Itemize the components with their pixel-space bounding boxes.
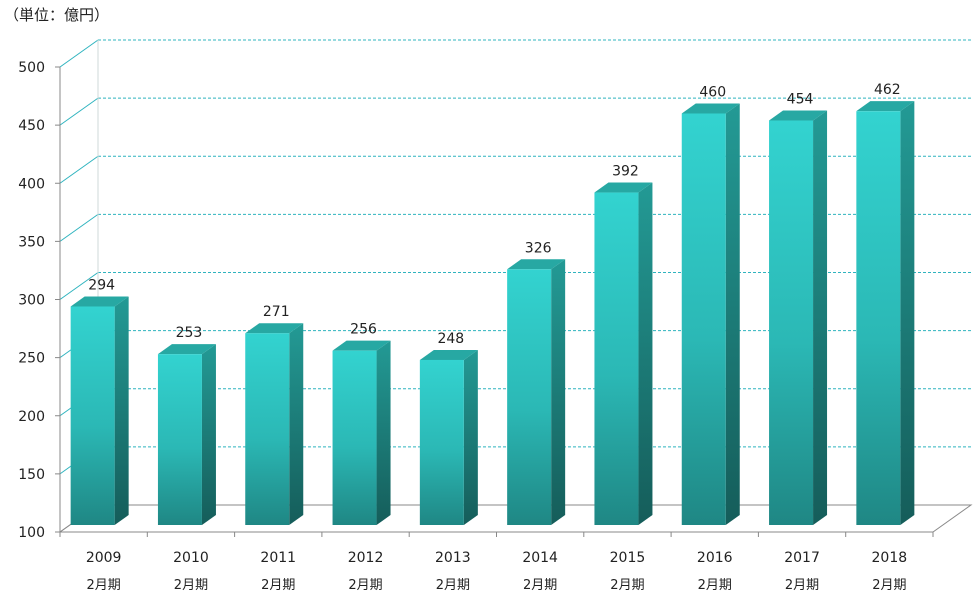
bar-front	[507, 269, 552, 525]
grid-diagonal	[59, 155, 99, 184]
bar	[70, 296, 129, 525]
bar-side	[376, 340, 391, 525]
x-tick-sublabel: 2月期	[436, 578, 470, 593]
bar	[332, 340, 391, 525]
x-tick-label: 2010	[173, 550, 209, 566]
y-tick-label: 150	[18, 467, 45, 483]
y-tick-label: 100	[18, 525, 45, 541]
x-tick-sublabel: 2月期	[174, 578, 208, 593]
y-tick-label: 200	[18, 409, 45, 425]
y-tick-label: 350	[18, 234, 45, 250]
y-tick-label: 300	[18, 293, 45, 309]
bar-side	[813, 110, 828, 525]
bar-side	[725, 103, 740, 525]
bar-top	[245, 323, 304, 334]
data-label: 256	[350, 322, 377, 338]
grid-diagonal	[59, 272, 99, 300]
bar-top	[856, 101, 915, 112]
bar-side	[551, 259, 566, 525]
x-tick-label: 2013	[435, 550, 471, 566]
data-label: 462	[874, 82, 901, 98]
y-tick-label: 500	[18, 60, 45, 76]
bar-front	[856, 111, 901, 526]
bar	[157, 344, 216, 525]
bar-front	[419, 359, 464, 525]
data-label: 294	[88, 277, 115, 293]
y-tick-label: 450	[18, 118, 45, 134]
bar-side	[114, 296, 129, 525]
x-tick-label: 2016	[697, 550, 733, 566]
x-tick-label: 2017	[784, 550, 820, 566]
bar-top	[70, 296, 129, 307]
grid-diagonal	[59, 213, 99, 242]
bar	[769, 110, 828, 525]
bar-top	[507, 259, 566, 270]
x-tick-label: 2011	[260, 550, 296, 566]
bar-top	[419, 349, 478, 360]
bar-front	[594, 192, 639, 526]
x-tick-sublabel: 2月期	[348, 578, 382, 593]
data-label: 253	[176, 325, 203, 341]
data-label: 248	[437, 331, 464, 347]
y-tick-label: 250	[18, 351, 45, 367]
x-tick-label: 2015	[610, 550, 646, 566]
y-tick-label: 400	[18, 176, 45, 192]
bar	[681, 103, 740, 525]
x-tick-sublabel: 2月期	[785, 578, 819, 593]
bar-top	[594, 182, 653, 193]
x-tick-label: 2012	[348, 550, 384, 566]
bar-top	[332, 340, 391, 351]
x-tick-sublabel: 2月期	[87, 578, 121, 593]
bar-side	[638, 182, 653, 526]
x-tick-label: 2014	[522, 550, 558, 566]
bar-top	[157, 344, 216, 355]
unit-label: （単位：億円）	[4, 6, 110, 24]
x-tick-sublabel: 2月期	[523, 578, 557, 593]
x-tick-sublabel: 2月期	[872, 578, 906, 593]
x-tick-sublabel: 2月期	[698, 578, 732, 593]
x-tick-sublabel: 2月期	[610, 578, 644, 593]
bar-top	[681, 103, 740, 114]
bar-front	[70, 306, 115, 525]
grid-diagonal	[59, 39, 99, 68]
bar-front	[245, 333, 290, 525]
grid-diagonal	[59, 97, 99, 126]
data-label: 454	[787, 91, 814, 107]
bar-top	[769, 110, 828, 121]
x-tick-sublabel: 2月期	[261, 578, 295, 593]
bar-front	[769, 120, 814, 525]
bar	[856, 101, 915, 526]
x-tick-label: 2018	[872, 550, 908, 566]
data-label: 392	[612, 164, 639, 180]
bar-side	[201, 344, 216, 525]
data-label: 460	[699, 85, 726, 101]
bar	[594, 182, 653, 526]
bar	[245, 323, 304, 525]
data-label: 271	[263, 304, 290, 320]
bar-front	[681, 113, 726, 525]
data-label: 326	[525, 240, 552, 256]
bar-front	[157, 354, 202, 525]
bar-side	[900, 101, 915, 526]
bar-side	[463, 349, 478, 525]
bar-front	[332, 350, 377, 525]
bar	[419, 349, 478, 525]
bar-side	[289, 323, 304, 525]
bar	[507, 259, 566, 525]
x-tick-label: 2009	[86, 550, 122, 566]
